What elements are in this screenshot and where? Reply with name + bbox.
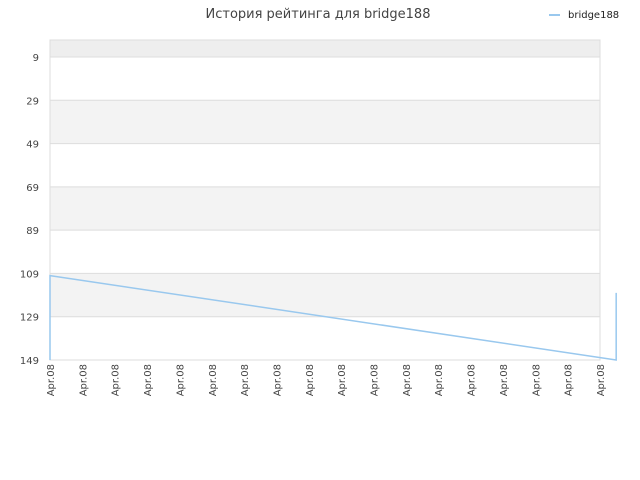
y-axis-tick-labels: 9 29 49 69 89 109 129 149 xyxy=(20,53,39,367)
y-tick-label: 9 xyxy=(33,53,39,64)
x-tick-label: Apr.08 xyxy=(499,364,510,396)
x-tick-label: Apr.08 xyxy=(175,364,186,396)
x-tick-label: Apr.08 xyxy=(596,364,607,396)
y-tick-label: 149 xyxy=(20,356,39,367)
legend-label-bridge188: bridge188 xyxy=(568,10,619,21)
x-tick-label: Apr.08 xyxy=(111,364,122,396)
x-tick-label: Apr.08 xyxy=(337,364,348,396)
band-top xyxy=(50,40,600,57)
x-tick-label: Apr.08 xyxy=(564,364,575,396)
band-2 xyxy=(50,143,600,187)
y-tick-label: 129 xyxy=(20,313,39,324)
legend: bridge188 xyxy=(549,10,619,21)
band-6 xyxy=(50,316,600,360)
y-tick-label: 69 xyxy=(26,183,39,194)
x-tick-label: Apr.08 xyxy=(370,364,381,396)
x-axis-tick-labels: Apr.08 Apr.08 Apr.08 Apr.08 Apr.08 Apr.08 Apr.… xyxy=(46,364,607,396)
x-tick-label: Apr.08 xyxy=(434,364,445,396)
band-1 xyxy=(50,100,600,144)
y-tick-label: 109 xyxy=(20,269,39,280)
x-tick-label: Apr.08 xyxy=(531,364,542,396)
x-tick-label: Apr.08 xyxy=(240,364,251,396)
x-tick-label: Apr.08 xyxy=(78,364,89,396)
y-tick-label: 89 xyxy=(26,226,39,237)
x-tick-label: Apr.08 xyxy=(143,364,154,396)
x-tick-label: Apr.08 xyxy=(467,364,478,396)
plot-frame xyxy=(49,39,601,361)
band-4 xyxy=(50,230,600,274)
x-tick-label: Apr.08 xyxy=(46,364,57,396)
band-3 xyxy=(50,186,600,231)
band-5 xyxy=(50,273,600,317)
plot-background-bands xyxy=(50,40,600,360)
chart-title: История рейтинга для bridge188 xyxy=(206,7,431,22)
series-line-bridge188 xyxy=(49,274,617,361)
x-tick-label: Apr.08 xyxy=(402,364,413,396)
y-tick-label: 29 xyxy=(26,96,39,107)
band-0 xyxy=(50,57,600,101)
x-tick-label: Apr.08 xyxy=(208,364,219,396)
horizontal-gridlines xyxy=(50,56,600,361)
x-tick-label: Apr.08 xyxy=(305,364,316,396)
y-tick-label: 49 xyxy=(26,140,39,151)
x-tick-label: Apr.08 xyxy=(272,364,283,396)
series-layer xyxy=(49,274,617,361)
